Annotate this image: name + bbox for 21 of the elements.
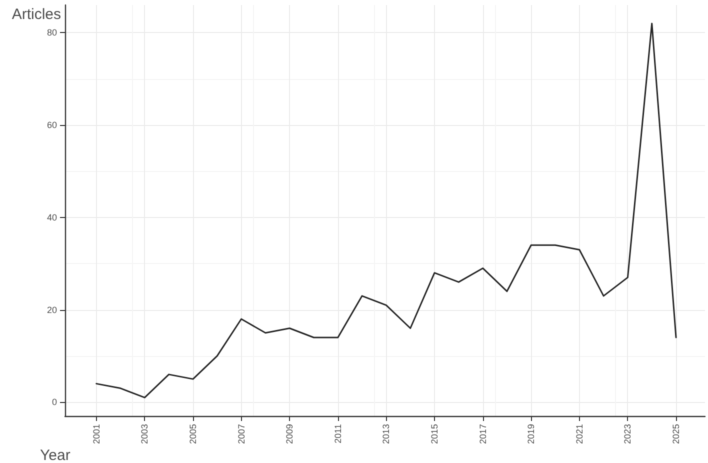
x-tick-label: 2001 bbox=[91, 424, 102, 444]
x-tick-label: 2003 bbox=[140, 424, 150, 444]
x-tick-label: 2017 bbox=[478, 424, 488, 444]
x-tick-label: 2007 bbox=[236, 424, 246, 444]
y-axis-title: Articles bbox=[12, 6, 61, 23]
x-tick-label: 2015 bbox=[430, 424, 440, 444]
y-tick-label: 80 bbox=[46, 28, 57, 38]
x-tick-label: 2011 bbox=[332, 424, 343, 444]
line-series bbox=[96, 22, 677, 398]
y-tick-label: 20 bbox=[46, 304, 57, 315]
x-tick-label: 2005 bbox=[188, 424, 198, 444]
x-axis-title: Year bbox=[40, 447, 70, 463]
x-tick-label: 2019 bbox=[526, 424, 536, 444]
y-tick-label: 60 bbox=[46, 120, 57, 130]
x-tick-label: 2025 bbox=[671, 424, 682, 444]
x-tick-label: 2013 bbox=[381, 424, 392, 444]
x-tick-label: 2009 bbox=[284, 424, 295, 444]
x-tick-label: 2021 bbox=[574, 424, 584, 444]
y-tick-label: 0 bbox=[52, 397, 57, 408]
y-tick-label: 40 bbox=[46, 212, 57, 222]
x-tick-label: 2023 bbox=[622, 424, 633, 444]
